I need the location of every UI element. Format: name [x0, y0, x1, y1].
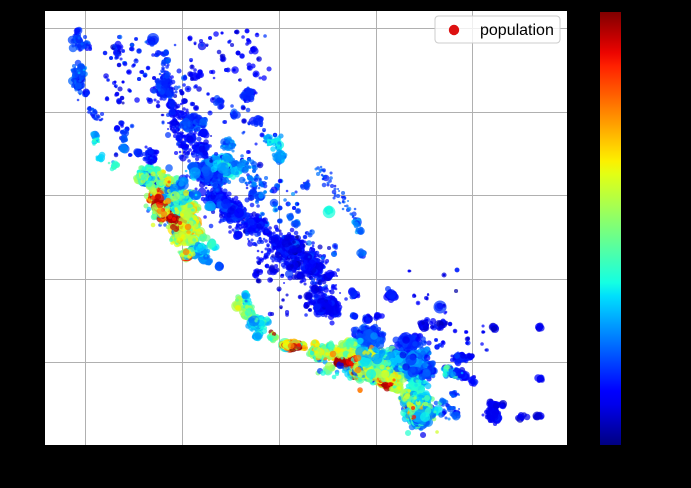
- svg-text:population: population: [480, 22, 554, 39]
